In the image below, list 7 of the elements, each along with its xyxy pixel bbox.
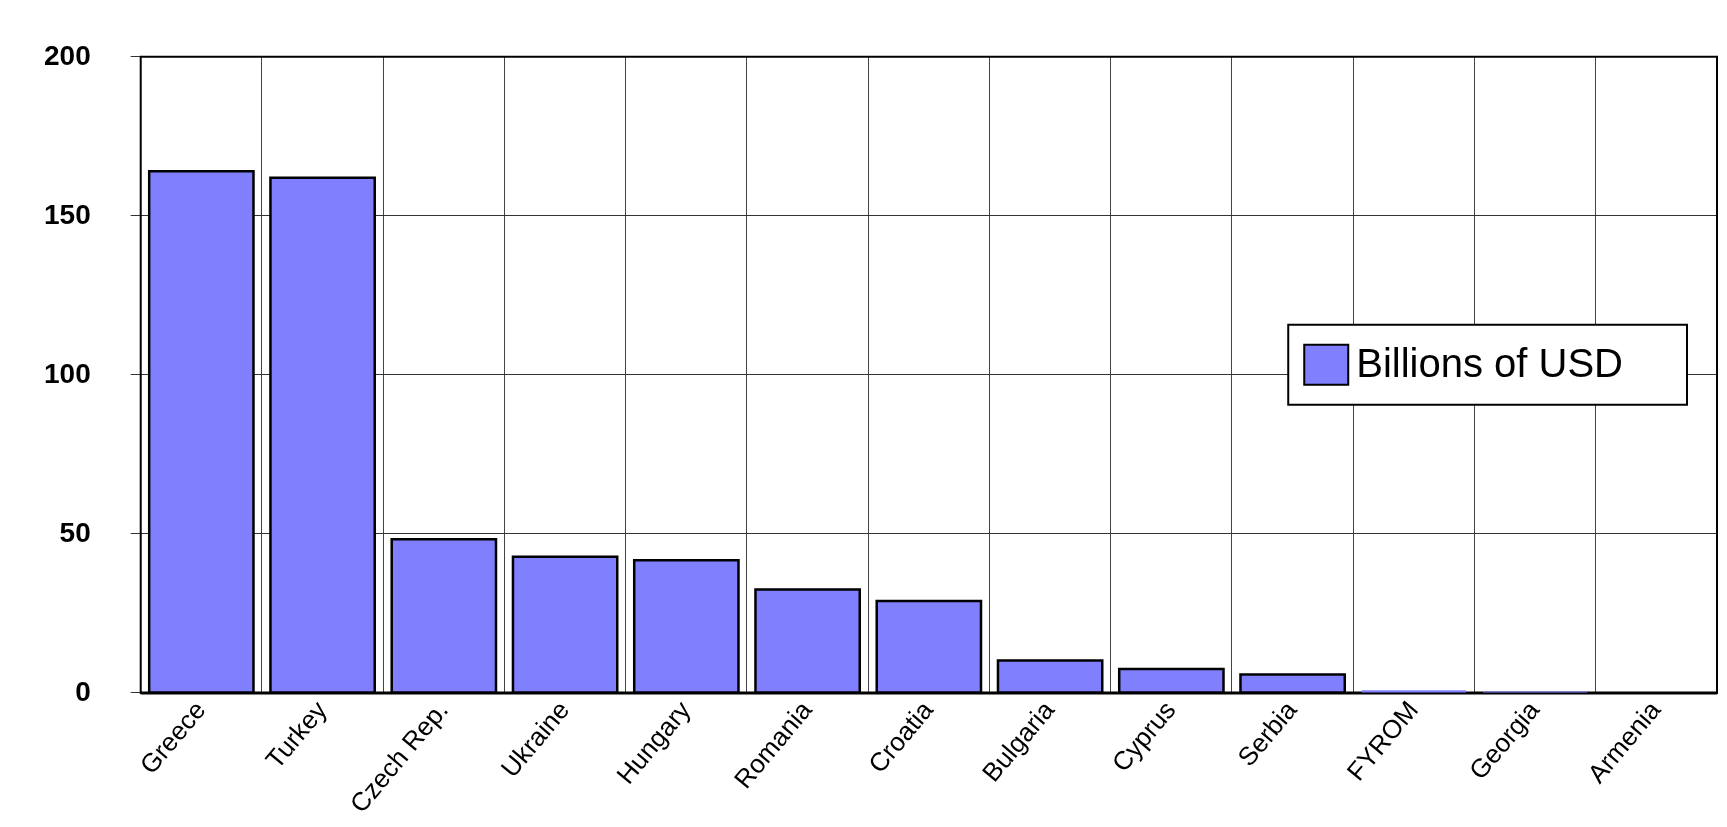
legend-label: Billions of USD	[1356, 340, 1624, 385]
bar	[1361, 690, 1467, 693]
y-tick-label: 50	[59, 516, 91, 548]
y-tick-label: 0	[75, 675, 91, 707]
y-tick-label: 100	[44, 357, 91, 389]
y-tick-label: 200	[44, 39, 91, 71]
y-tick-label: 150	[44, 198, 91, 230]
